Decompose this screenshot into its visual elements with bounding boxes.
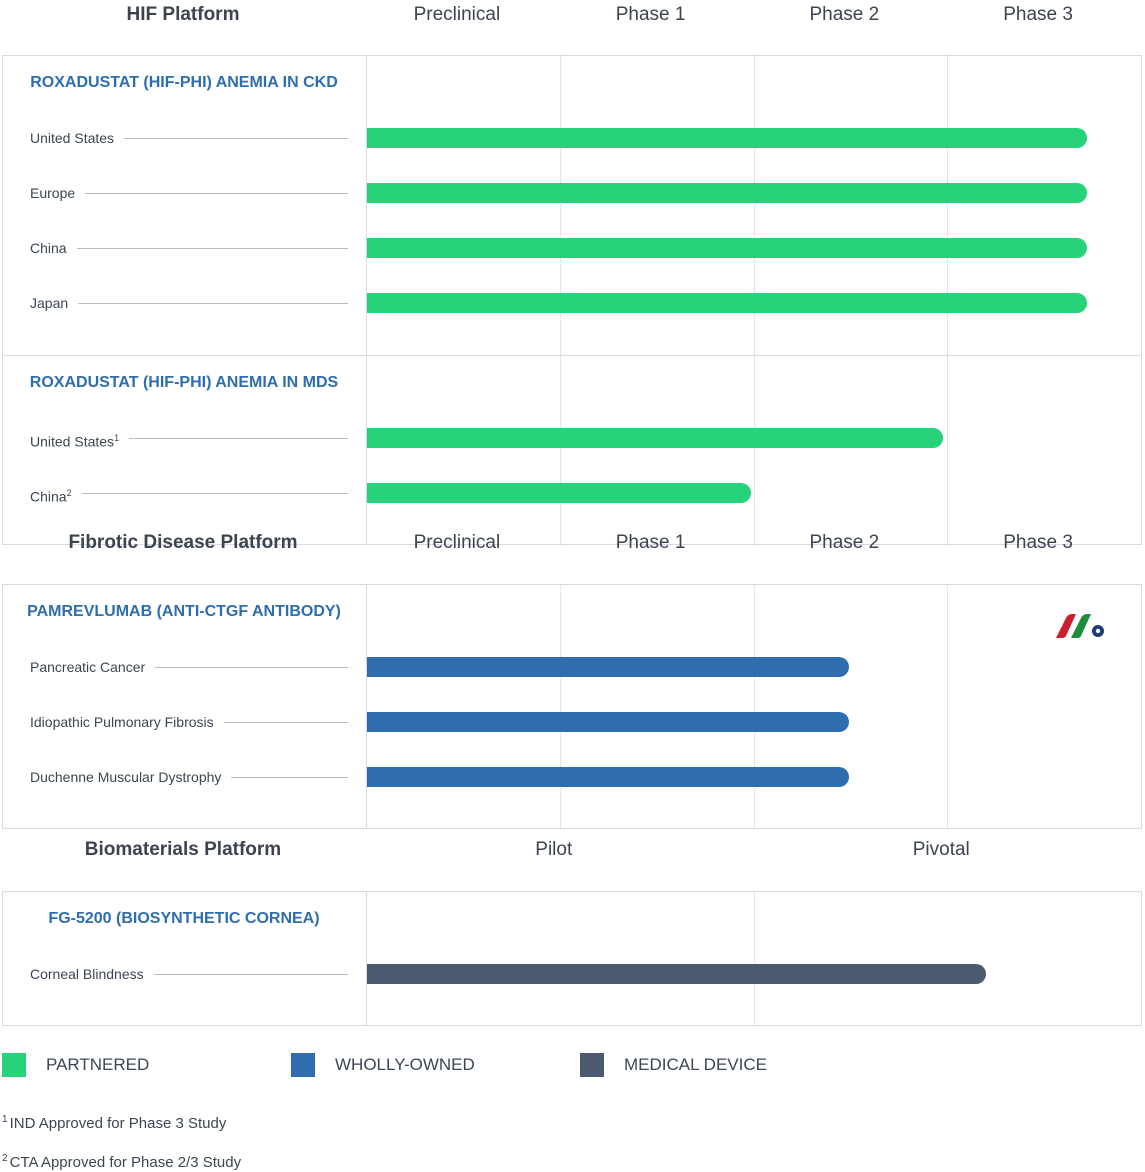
progress-bar bbox=[367, 293, 1087, 313]
stage-header: Phase 3 bbox=[1003, 532, 1073, 553]
leader-line bbox=[30, 193, 348, 194]
leader-line bbox=[30, 248, 348, 249]
progress-bar bbox=[367, 712, 849, 732]
platform-panel bbox=[2, 584, 1142, 829]
stage-gridline bbox=[754, 891, 755, 1026]
program-title: PAMREVLUMAB (ANTI-CTGF ANTIBODY) bbox=[27, 603, 341, 620]
footnote-marker: 1 bbox=[114, 433, 120, 443]
stage-header: Phase 3 bbox=[1003, 4, 1073, 25]
indication-label: United States1 bbox=[30, 429, 130, 451]
indication-text: United States bbox=[30, 433, 115, 450]
program-title: ROXADUSTAT (HIF-PHI) ANEMIA IN MDS bbox=[29, 374, 339, 391]
stage-header: Phase 1 bbox=[615, 4, 686, 25]
indication-text: Duchenne Muscular Dystrophy bbox=[30, 769, 222, 785]
indication-label: Corneal Blindness bbox=[30, 965, 154, 983]
program-title: FG-5200 (BIOSYNTHETIC CORNEA) bbox=[48, 910, 320, 927]
indication-label: Idiopathic Pulmonary Fibrosis bbox=[30, 713, 224, 731]
footnote: 1 IND Approved for Phase 3 Study bbox=[2, 1111, 226, 1133]
indication-text: China bbox=[30, 488, 67, 505]
stage-header: Preclinical bbox=[413, 4, 501, 25]
leader-line bbox=[30, 493, 348, 494]
section-title: Fibrotic Disease Platform bbox=[68, 532, 298, 553]
stage-header: Phase 1 bbox=[615, 532, 686, 553]
program-divider bbox=[2, 355, 1141, 356]
progress-bar bbox=[367, 767, 849, 787]
footnote-number: 1 bbox=[2, 1114, 8, 1125]
progress-bar bbox=[367, 238, 1087, 258]
indication-text: Japan bbox=[30, 295, 69, 311]
legend-label: PARTNERED bbox=[46, 1055, 150, 1074]
progress-bar bbox=[367, 183, 1087, 203]
stage-header: Pivotal bbox=[912, 839, 970, 860]
indication-text: Pancreatic Cancer bbox=[30, 659, 146, 675]
company-logo-icon bbox=[1056, 614, 1104, 638]
stage-gridline bbox=[947, 584, 948, 829]
stage-gridline bbox=[560, 584, 561, 829]
indication-text: Corneal Blindness bbox=[30, 966, 144, 982]
platform-panel bbox=[2, 891, 1142, 1026]
leader-line bbox=[30, 438, 348, 439]
footnote-number: 2 bbox=[2, 1153, 8, 1164]
indication-text: Europe bbox=[30, 185, 76, 201]
indication-label: Europe bbox=[30, 184, 86, 202]
indication-label: China2 bbox=[30, 484, 82, 506]
track-divider bbox=[366, 55, 367, 545]
footnote-marker: 2 bbox=[66, 488, 72, 498]
indication-text: China bbox=[30, 240, 67, 256]
indication-label: Pancreatic Cancer bbox=[30, 658, 156, 676]
indication-label: Duchenne Muscular Dystrophy bbox=[30, 768, 232, 786]
track-divider bbox=[366, 891, 367, 1026]
stage-header: Preclinical bbox=[413, 532, 501, 553]
progress-bar bbox=[367, 964, 986, 984]
footnote-text: IND Approved for Phase 3 Study bbox=[9, 1115, 227, 1132]
legend-swatch bbox=[580, 1053, 604, 1077]
stage-header: Pilot bbox=[535, 839, 573, 860]
section-title: HIF Platform bbox=[126, 4, 240, 25]
progress-bar bbox=[367, 657, 849, 677]
section-title: Biomaterials Platform bbox=[84, 839, 282, 860]
legend-label: MEDICAL DEVICE bbox=[624, 1055, 767, 1074]
stage-gridline bbox=[754, 584, 755, 829]
leader-line bbox=[30, 974, 348, 975]
indication-text: United States bbox=[30, 130, 115, 146]
stage-header: Phase 2 bbox=[809, 4, 880, 25]
leader-line bbox=[30, 667, 348, 668]
stage-header: Phase 2 bbox=[809, 532, 880, 553]
legend-swatch bbox=[2, 1053, 26, 1077]
legend-swatch bbox=[291, 1053, 315, 1077]
program-title: ROXADUSTAT (HIF-PHI) ANEMIA IN CKD bbox=[30, 74, 338, 91]
leader-line bbox=[30, 303, 348, 304]
progress-bar bbox=[367, 483, 751, 503]
leader-line bbox=[30, 138, 348, 139]
track-divider bbox=[366, 584, 367, 829]
indication-text: Idiopathic Pulmonary Fibrosis bbox=[30, 714, 214, 730]
indication-label: China bbox=[30, 239, 77, 257]
legend-label: WHOLLY-OWNED bbox=[335, 1055, 475, 1074]
progress-bar bbox=[367, 428, 943, 448]
indication-label: United States bbox=[30, 129, 125, 147]
footnote: 2 CTA Approved for Phase 2/3 Study bbox=[2, 1150, 241, 1172]
footnote-text: CTA Approved for Phase 2/3 Study bbox=[9, 1154, 242, 1171]
progress-bar bbox=[367, 128, 1087, 148]
indication-label: Japan bbox=[30, 294, 79, 312]
